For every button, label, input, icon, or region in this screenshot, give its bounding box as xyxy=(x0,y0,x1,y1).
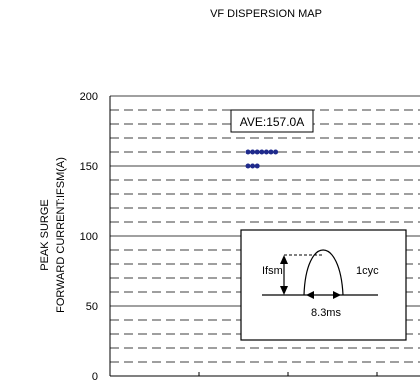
y-axis-label: PEAK SURGE FORWARD CURRENT:IFSM(A) xyxy=(39,157,67,313)
y-tick-label: 150 xyxy=(80,161,98,173)
data-point xyxy=(250,149,256,155)
data-points xyxy=(245,149,279,169)
y-axis-label-line1: PEAK SURGE xyxy=(39,199,51,271)
waveform-inset: Ifsm 1cyc 8.3ms xyxy=(240,229,407,341)
y-ticks: 0 50 100 150 200 xyxy=(80,91,98,383)
data-point xyxy=(263,149,269,155)
inset-half-sine xyxy=(303,249,344,296)
average-annotation: AVE:157.0A xyxy=(230,109,314,133)
y-tick-label: 200 xyxy=(80,91,98,103)
data-point xyxy=(245,149,251,155)
chart-title: VF DISPERSION MAP xyxy=(210,8,322,20)
data-point xyxy=(259,149,265,155)
average-annotation-box xyxy=(230,109,314,133)
inset-cycle-label: 1cyc xyxy=(356,265,379,277)
data-point xyxy=(273,149,279,155)
y-tick-label: 100 xyxy=(80,231,98,243)
average-annotation-label: AVE:157.0A xyxy=(240,115,305,129)
data-point xyxy=(268,149,274,155)
inset-duration-head-left xyxy=(306,291,314,299)
y-tick-label: 0 xyxy=(92,371,98,383)
y-axis-label-line2: FORWARD CURRENT:IFSM(A) xyxy=(55,157,67,313)
inset-frame xyxy=(240,229,407,341)
inset-duration-label: 8.3ms xyxy=(311,307,341,319)
data-point xyxy=(254,163,260,169)
data-point xyxy=(250,163,256,169)
y-tick-label: 50 xyxy=(86,301,98,313)
data-point xyxy=(245,163,251,169)
inset-arrow-head-down xyxy=(280,286,288,295)
inset-duration-head-right xyxy=(333,291,341,299)
inset-arrow-head-up xyxy=(280,255,288,264)
inset-peak-label: Ifsm xyxy=(262,265,283,277)
data-point xyxy=(254,149,260,155)
